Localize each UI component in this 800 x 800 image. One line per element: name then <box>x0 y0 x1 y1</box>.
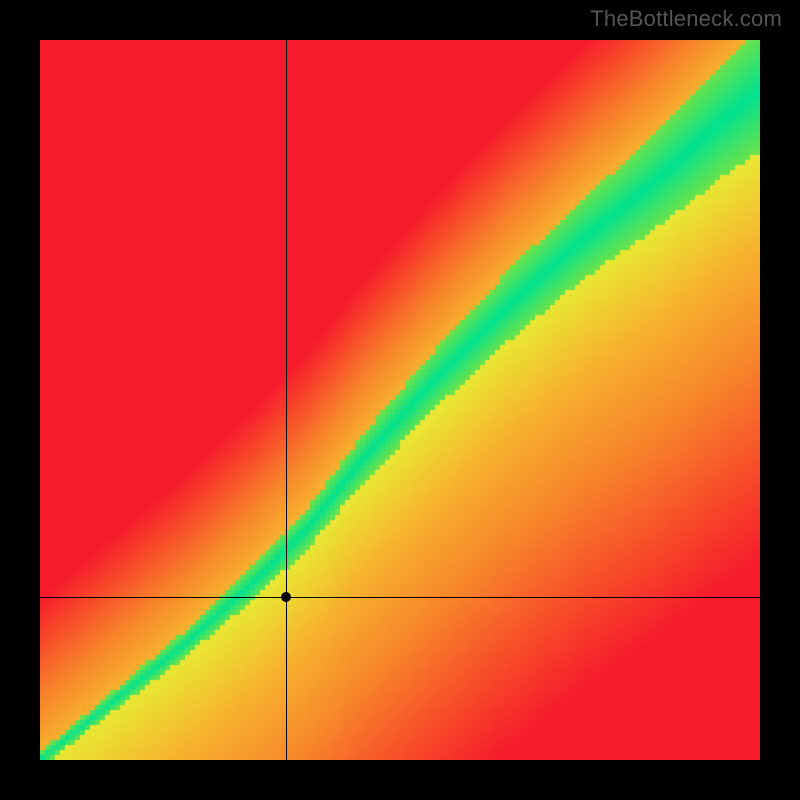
watermark-text: TheBottleneck.com <box>590 6 782 32</box>
heatmap-plot <box>40 40 760 760</box>
crosshair-vertical <box>286 40 287 760</box>
heatmap-canvas <box>40 40 760 760</box>
crosshair-marker <box>281 592 291 602</box>
crosshair-horizontal <box>40 597 760 598</box>
